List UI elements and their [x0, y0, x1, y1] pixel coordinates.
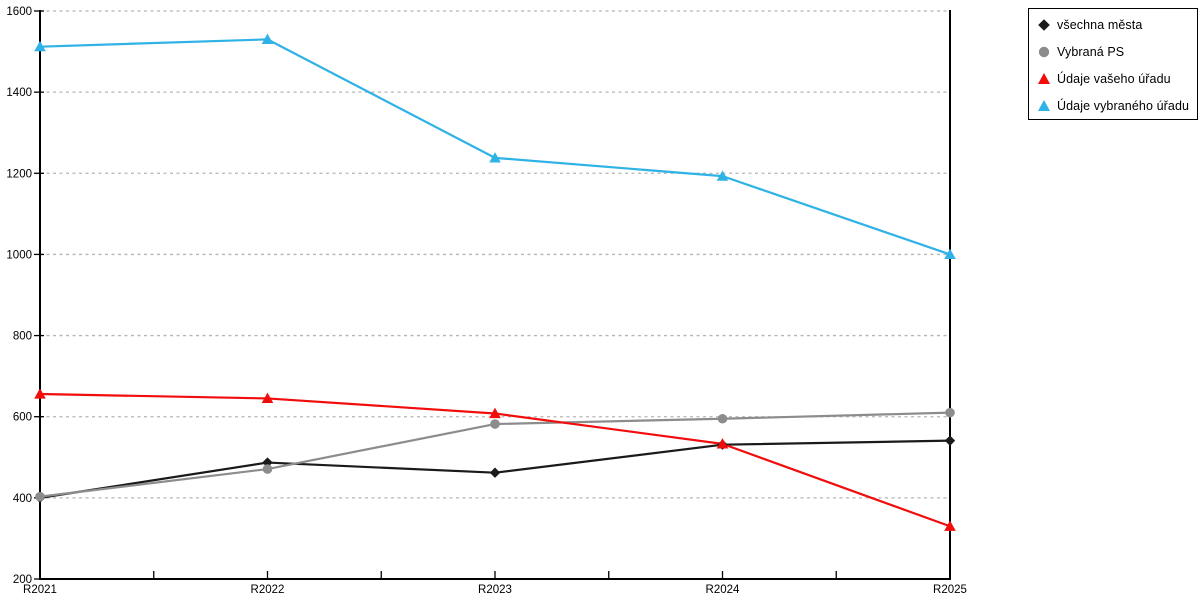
data-point-circle — [35, 491, 45, 502]
x-axis-tick-label: R2023 — [478, 584, 512, 596]
legend-item: všechna města — [1035, 11, 1197, 38]
x-axis-tick-label: R2025 — [933, 584, 967, 596]
data-point-diamond — [489, 467, 501, 478]
data-point-triangle — [261, 392, 274, 404]
legend-label: Vybraná PS — [1057, 44, 1125, 59]
series-line — [38, 38, 952, 256]
y-axis-tick-label: 400 — [13, 493, 32, 505]
legend-item: Údaje vybraného úřadu — [1035, 92, 1197, 119]
legend-marker-triangle-icon — [1038, 99, 1050, 111]
data-point-circle — [945, 407, 955, 418]
y-axis-tick-label: 1200 — [6, 168, 32, 180]
y-axis-tick-label: 200 — [13, 574, 32, 586]
legend-label: Údaje vašeho úřadu — [1057, 71, 1171, 86]
y-axis-tick-label: 1400 — [6, 87, 32, 99]
y-axis-tick-label: 1000 — [6, 249, 32, 261]
legend-item: Údaje vašeho úřadu — [1035, 65, 1197, 92]
data-point-circle — [717, 413, 728, 424]
legend-item: Vybraná PS — [1035, 38, 1197, 65]
data-point-triangle — [34, 388, 46, 399]
data-point-triangle — [489, 407, 501, 419]
legend-label: všechna města — [1057, 17, 1143, 32]
data-point-circle — [262, 464, 273, 474]
legend-marker-circle-icon — [1038, 46, 1050, 57]
data-point-triangle — [34, 40, 46, 52]
data-point-triangle — [716, 438, 729, 449]
y-axis-tick-label: 800 — [13, 331, 32, 343]
legend-marker-diamond-icon — [1038, 18, 1050, 31]
x-axis-tick-label: R2021 — [23, 584, 57, 596]
data-point-triangle — [489, 152, 501, 163]
x-axis-tick-label: R2022 — [251, 584, 285, 596]
y-axis-tick-label: 1600 — [6, 6, 32, 18]
data-point-triangle — [944, 520, 956, 531]
data-point-triangle — [261, 33, 274, 44]
y-axis-tick-label: 600 — [13, 412, 32, 424]
data-point-triangle — [716, 170, 729, 181]
x-axis-tick-label: R2024 — [706, 584, 740, 596]
chart-legend: všechna města Vybraná PS Údaje vašeho úřad… — [1028, 8, 1198, 120]
data-point-diamond — [944, 435, 956, 446]
data-point-circle — [490, 419, 500, 429]
data-point-triangle — [944, 248, 956, 260]
legend-label: Údaje vybraného úřadu — [1057, 98, 1190, 113]
legend-marker-triangle-icon — [1038, 72, 1050, 84]
